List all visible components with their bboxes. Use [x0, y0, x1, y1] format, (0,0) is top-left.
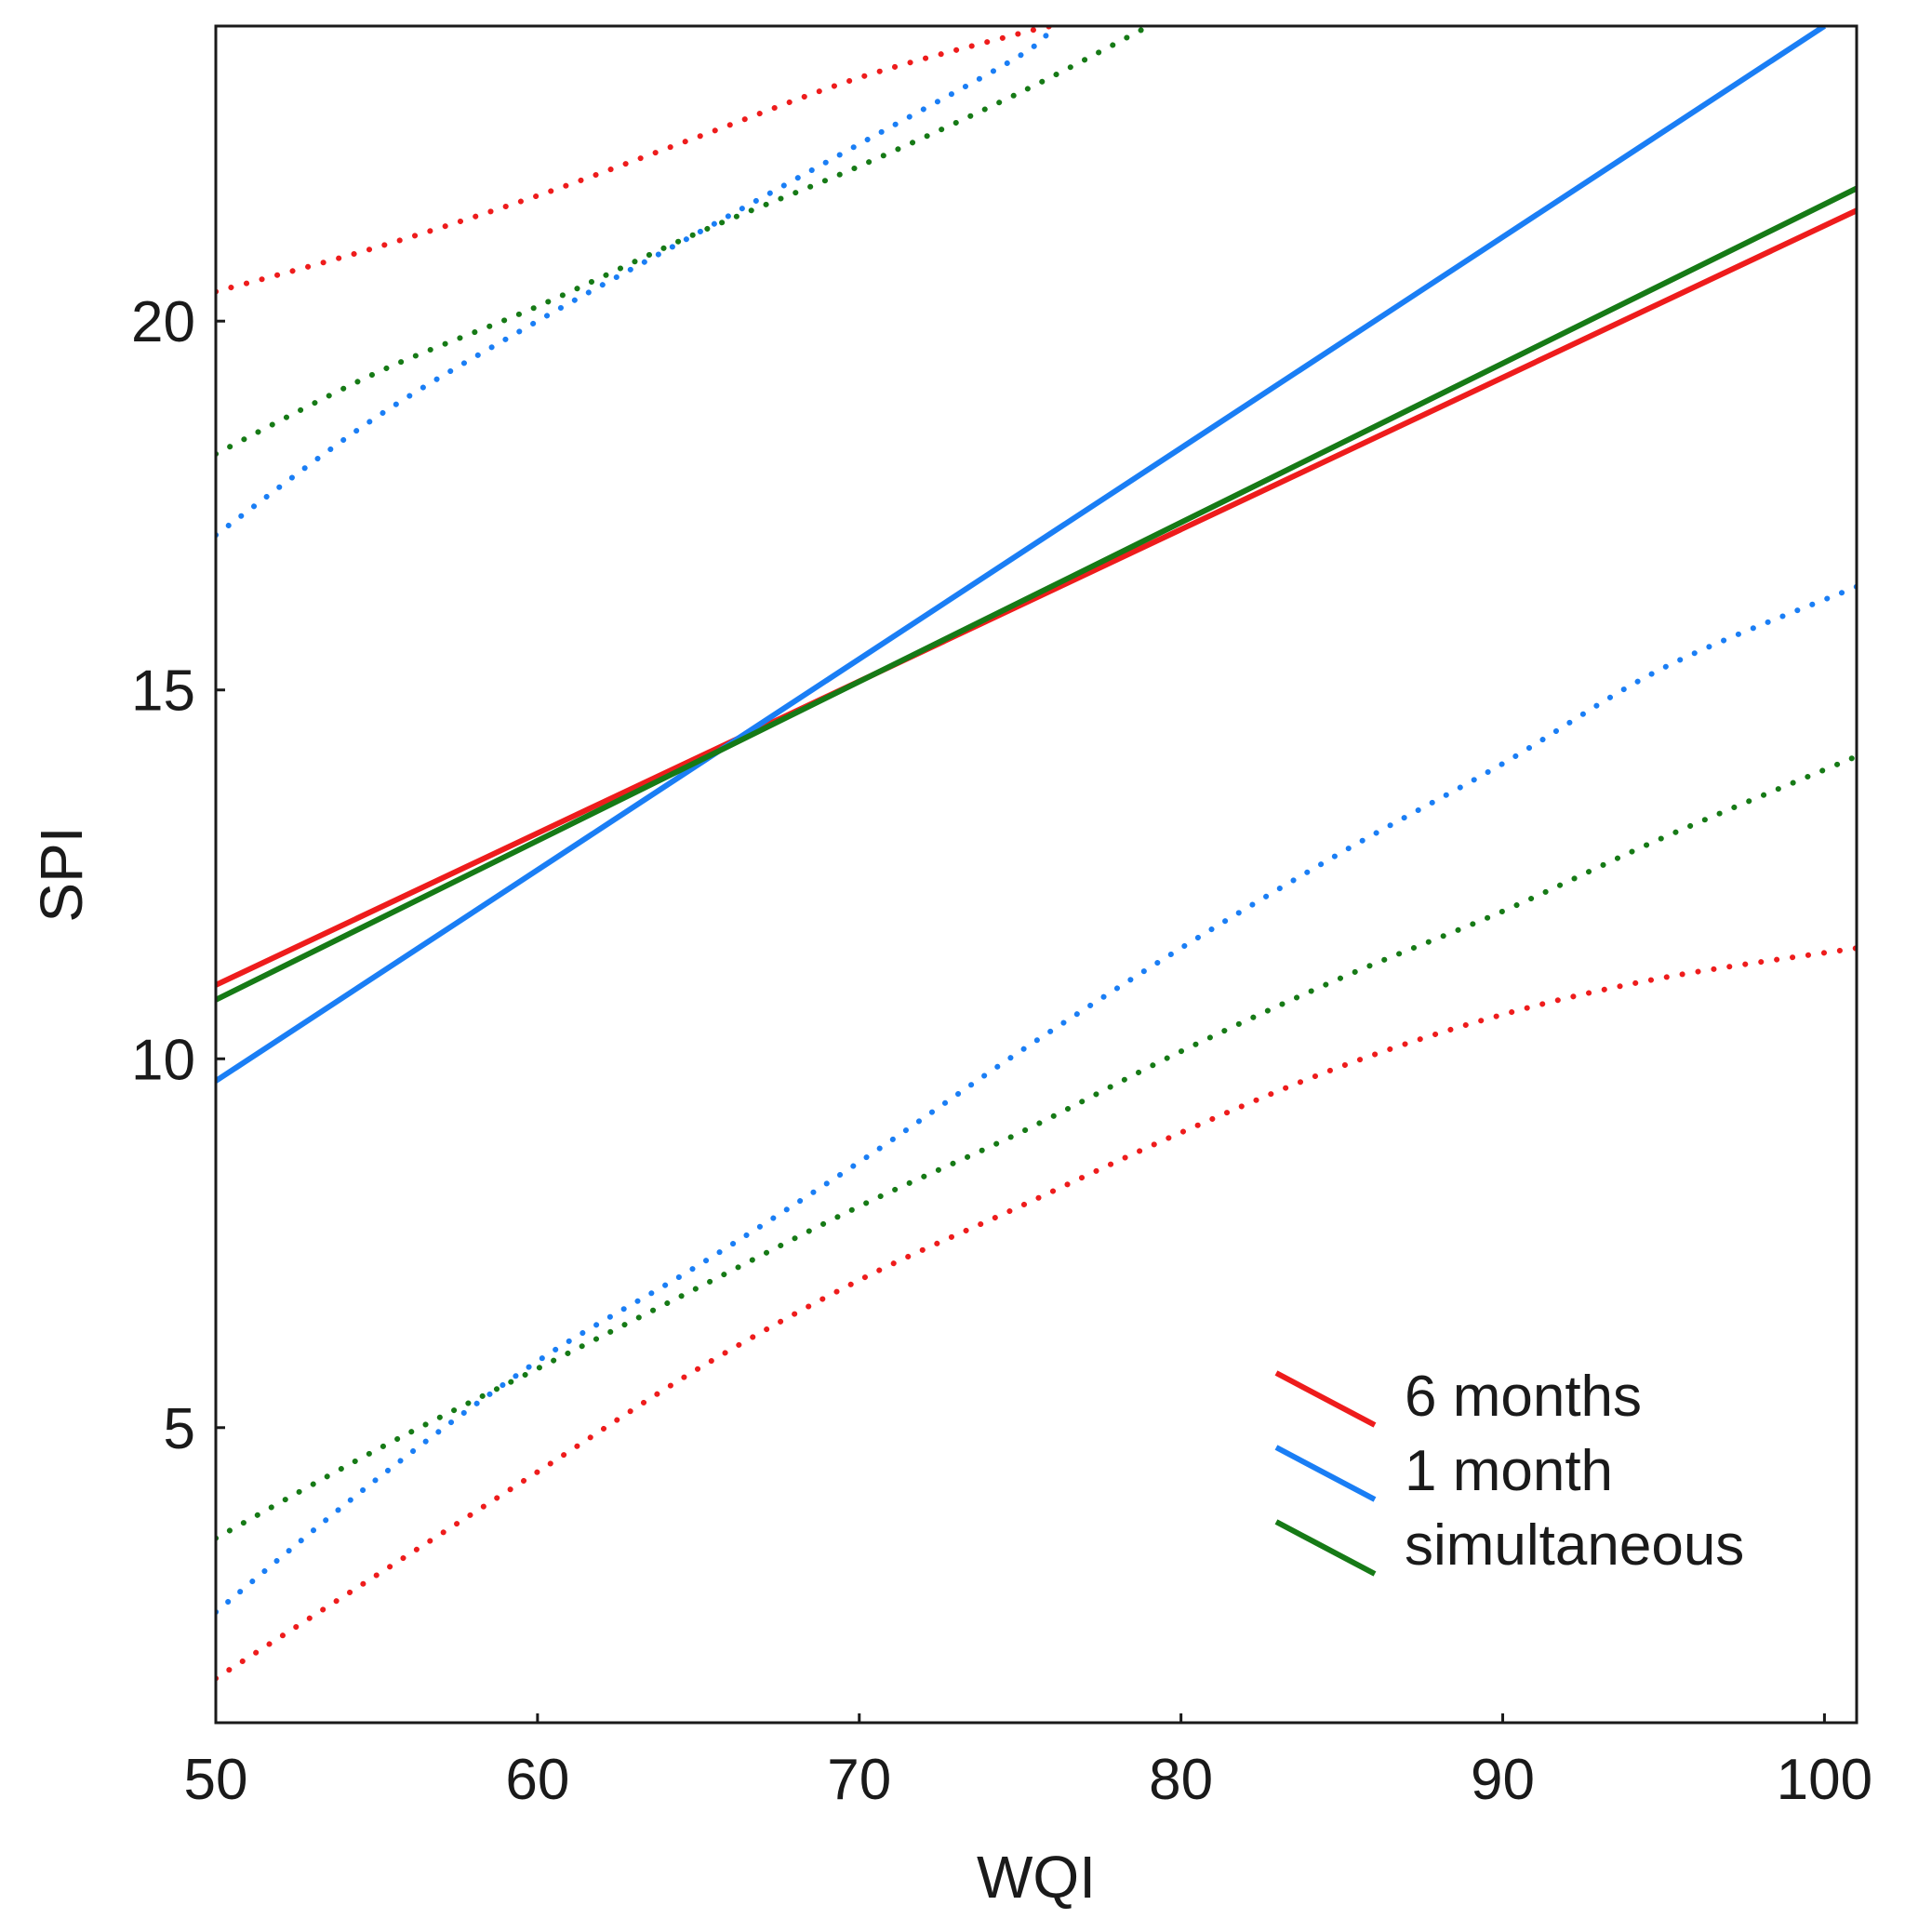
ci-lower-1-month [216, 583, 1857, 1615]
y-tick-label: 5 [164, 1397, 195, 1461]
x-tick-label: 90 [1471, 1748, 1535, 1812]
y-tick-label: 15 [131, 660, 195, 724]
legend-label-6-months: 6 months [1405, 1365, 1642, 1429]
x-tick-label: 80 [1149, 1748, 1213, 1812]
y-axis-title: SPI [28, 826, 95, 922]
x-axis-title: WQI [977, 1844, 1096, 1911]
fit-line-1-month [216, 26, 1827, 1084]
legend-swatch-simultaneous [1274, 1519, 1377, 1577]
y-tick-label: 20 [131, 290, 195, 354]
y-tick-label: 10 [131, 1028, 195, 1092]
fit-line-simultaneous [216, 185, 1857, 1003]
plot-frame [214, 24, 1858, 1725]
fit-line-6-months [216, 207, 1857, 988]
legend-label-simultaneous: simultaneous [1405, 1513, 1744, 1578]
legend-swatch-1-month [1274, 1445, 1377, 1502]
x-tick-label: 60 [505, 1748, 569, 1812]
x-tick-label: 50 [184, 1748, 248, 1812]
legend: 6 months 1 month simultaneous [1274, 1365, 1744, 1578]
ci-upper-1-month [216, 26, 1056, 539]
x-tick-label: 70 [827, 1748, 891, 1812]
legend-swatch-6-months [1274, 1370, 1377, 1428]
x-tick-label: 100 [1777, 1748, 1872, 1812]
ci-lower-simultaneous [216, 753, 1857, 1541]
legend-label-1-month: 1 month [1405, 1439, 1613, 1503]
